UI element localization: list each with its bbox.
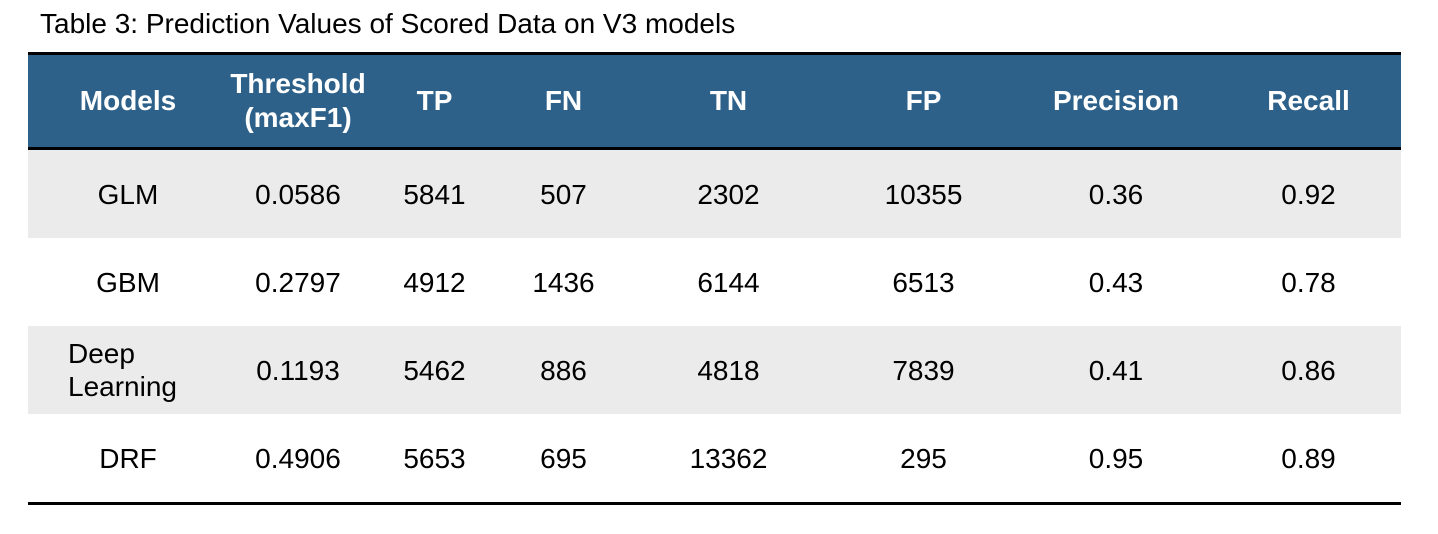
cell-recall: 0.78 [1281,266,1336,298]
cell-precision: 0.43 [1088,266,1144,298]
cell-precision: 0.36 [1088,178,1144,210]
header-precision: Precision [1052,85,1180,116]
cell-fp: 7839 [892,354,955,386]
table-row-deep-learning: Deep Learning 0.1193 5462 886 4818 7839 … [28,326,1401,414]
table-header-row: Models Threshold (maxF1) TP FN TN FP Pre… [28,55,1401,150]
cell-fp: 6513 [892,266,955,298]
cell-model: DRF [99,442,157,474]
cell-threshold: 0.0586 [255,178,341,210]
cell-threshold: 0.1193 [256,354,340,386]
header-threshold: Threshold (maxF1) [228,67,368,135]
table-row-gbm: GBM 0.2797 4912 1436 6144 6513 0.43 0.78 [28,238,1401,326]
header-threshold-line-2: (maxF1) [244,102,352,133]
table-row-glm: GLM 0.0586 5841 507 2302 10355 0.36 0.92 [28,150,1401,238]
cell-fn: 886 [540,354,587,386]
cell-fn: 507 [540,178,587,210]
cell-fn: 1436 [532,266,595,298]
cell-model-line-1: Deep [68,338,135,369]
cell-fn: 695 [540,442,587,474]
cell-tp: 5462 [403,354,466,386]
cell-tn: 2302 [697,178,760,210]
cell-fp: 10355 [884,178,963,210]
cell-tn: 13362 [689,442,768,474]
cell-fp: 295 [900,442,947,474]
cell-recall: 0.89 [1281,442,1336,474]
cell-threshold: 0.2797 [255,266,341,298]
table-row-drf: DRF 0.4906 5653 695 13362 295 0.95 0.89 [28,414,1401,502]
cell-tn: 6144 [697,266,760,298]
cell-model: GBM [96,266,160,298]
cell-model-line-2: Learning [68,371,177,402]
table-caption: Table 3: Prediction Values of Scored Dat… [40,8,736,39]
header-fp: FP [905,85,942,116]
cell-precision: 0.41 [1088,354,1144,386]
header-fn: FN [544,85,583,116]
cell-recall: 0.86 [1281,354,1336,386]
cell-tn: 4818 [697,354,760,386]
header-models: Models [79,85,177,116]
cell-threshold: 0.4906 [255,442,341,474]
cell-tp: 5653 [403,442,466,474]
cell-tp: 4912 [403,266,466,298]
prediction-values-table: Models Threshold (maxF1) TP FN TN FP Pre… [28,52,1401,505]
header-threshold-line-1: Threshold [230,68,366,99]
cell-precision: 0.95 [1088,442,1144,474]
cell-model: Deep Learning [28,337,228,403]
header-recall: Recall [1267,85,1350,116]
cell-tp: 5841 [403,178,466,210]
header-tp: TP [416,85,453,116]
cell-recall: 0.92 [1281,178,1336,210]
cell-model: GLM [97,178,159,210]
header-tn: TN [709,85,748,116]
